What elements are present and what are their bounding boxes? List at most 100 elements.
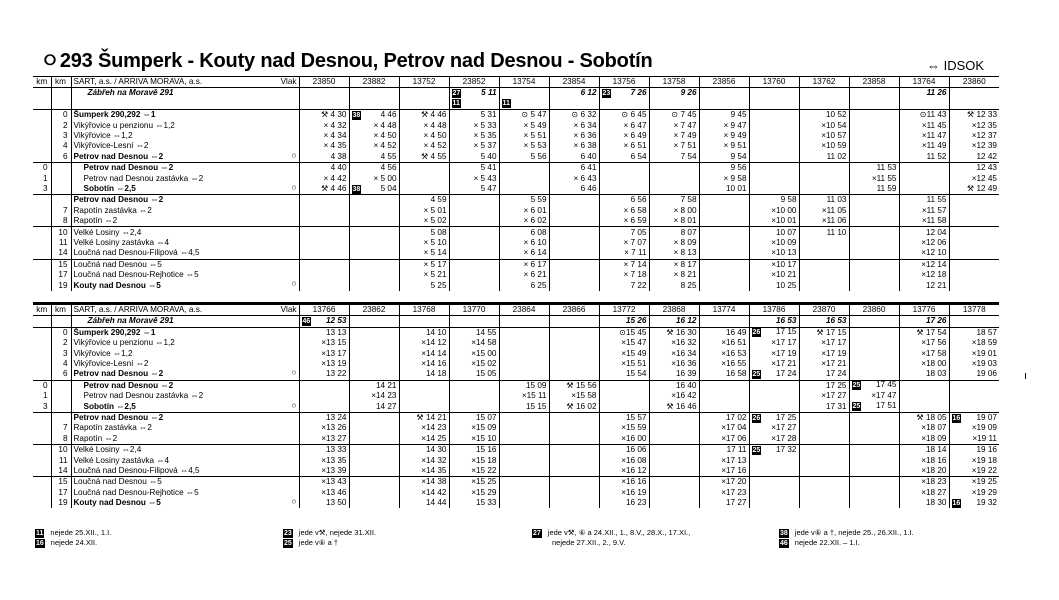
station-name: Rapotín ⇔2 <box>70 433 299 445</box>
departure-time: 10 52 <box>798 109 849 121</box>
train-number: 13774 <box>698 303 749 317</box>
km-value: 10 <box>50 444 71 456</box>
departure-time <box>748 401 799 413</box>
departure-time: ×17 19 <box>748 348 799 359</box>
departure-time: ×18 09 <box>898 433 949 445</box>
km-value: 0 <box>33 162 51 174</box>
departure-time <box>748 455 799 466</box>
departure-time <box>448 237 499 249</box>
departure-time <box>848 369 899 381</box>
departure-time <box>848 109 899 121</box>
departure-time <box>848 433 899 445</box>
departure-time <box>798 465 849 477</box>
departure-time <box>498 369 549 381</box>
departure-time: ×15 47 <box>598 338 649 349</box>
departure-time: ×19 09 <box>948 423 999 434</box>
train-route-icon: ⭘ <box>44 52 56 69</box>
station-name: Vikýřovice ⇔1,2 <box>70 348 299 359</box>
departure-time <box>498 465 549 477</box>
departure-time <box>498 348 549 359</box>
departure-time: 38 5 04 <box>348 183 399 195</box>
departure-time <box>548 487 599 499</box>
departure-time <box>898 401 949 413</box>
departure-time: ×12 06 <box>898 237 949 249</box>
departure-time <box>398 379 449 392</box>
via-time: 23 7 26 <box>598 87 649 99</box>
departure-time: ×11 55 <box>848 173 899 184</box>
departure-time: 9 56 <box>698 162 749 174</box>
station-label: Rapotín zastávka ⇔2 <box>73 205 152 215</box>
departure-time: ×19 18 <box>948 455 999 466</box>
station-row: 3 Vikýřovice ⇔1,2 × 4 34 × 4 50 × 4 50 × 5 35… <box>33 130 999 142</box>
departure-time <box>798 237 849 249</box>
departure-time: 17 24 <box>798 369 849 381</box>
note-badge-cell <box>698 98 749 110</box>
departure-time <box>448 194 499 206</box>
note-badge-cell <box>398 98 449 110</box>
departure-time: ×19 03 <box>948 358 999 370</box>
note-badge-cell: 11 <box>448 98 499 110</box>
departure-time <box>348 280 399 291</box>
train-label: Vlak <box>263 303 299 317</box>
departure-time <box>848 326 899 339</box>
note-badge: 26 <box>751 328 762 338</box>
via-time <box>748 87 799 99</box>
note-badge: 38 <box>351 110 362 120</box>
departure-time: 10 07 <box>748 226 799 238</box>
departure-time <box>698 270 749 281</box>
via-time <box>498 315 549 328</box>
departure-time <box>348 487 399 499</box>
footnote-text: nejede 27.XII., 2., 9.V. <box>552 538 626 547</box>
station-row: 8 Rapotín ⇔2 ×13 27 ×14 25 ×15 10 ×16 00 ×17 0… <box>33 433 999 445</box>
departure-time: ×12 39 <box>948 141 999 152</box>
departure-time: ×18 23 <box>898 476 949 488</box>
departure-time <box>948 258 999 271</box>
departure-time: ×19 25 <box>948 476 999 488</box>
departure-time <box>748 120 799 131</box>
departure-time <box>698 216 749 227</box>
note-badge: 27 <box>532 529 542 538</box>
note-badge: 25 <box>283 539 293 548</box>
departure-time: 15 16 <box>448 444 499 456</box>
departure-time: ×12 18 <box>898 270 949 281</box>
departure-time: × 7 51 <box>648 141 699 152</box>
departure-time <box>498 411 549 424</box>
station-row: 1 Petrov nad Desnou zastávka ⇔2 ×14 23 ×15 … <box>33 391 999 402</box>
departure-time <box>798 487 849 499</box>
departure-time: × 5 53 <box>498 141 549 152</box>
footnote: 23 jede v⚒, nejede 31.XII. <box>283 528 376 538</box>
station-name: Vikýřovice ⇔1,2 <box>70 130 299 142</box>
departure-time: × 6 59 <box>598 216 649 227</box>
departure-time <box>848 270 899 281</box>
station-label: Petrov nad Desnou ⇔2 <box>83 163 174 173</box>
departure-time <box>648 411 699 424</box>
departure-time: × 5 21 <box>398 270 449 281</box>
departure-time: ×16 16 <box>598 476 649 488</box>
station-label: Petrov nad Desnou ⇔2 <box>73 195 164 205</box>
departure-time: × 4 48 <box>398 120 449 131</box>
via-time <box>398 87 449 99</box>
departure-time: ×15 09 <box>448 423 499 434</box>
km-value <box>50 391 71 402</box>
departure-time: ×18 00 <box>898 358 949 370</box>
station-name: Petrov nad Desnou zastávka ⇔2 <box>70 391 299 402</box>
via-time: 17 26 <box>898 315 949 328</box>
departure-time <box>898 391 949 402</box>
footnote-text: jede v⚒, nejede 31.XII. <box>298 528 376 537</box>
km-value <box>33 444 51 456</box>
departure-time: ×16 36 <box>648 358 699 370</box>
km-value <box>33 226 51 238</box>
station-row: 7 Rapotín zastávka ⇔2 × 5 01 × 6 01 × 6 58 × … <box>33 205 999 217</box>
km-value <box>33 349 51 359</box>
km-value: 6 <box>50 369 71 381</box>
departure-time <box>848 151 899 163</box>
km-value <box>33 238 51 248</box>
departure-time: ×14 32 <box>398 455 449 466</box>
departure-time <box>298 379 349 392</box>
departure-time: × 6 02 <box>498 216 549 227</box>
km-value <box>33 326 51 339</box>
staffed-station-icon: ○ <box>291 401 297 410</box>
departure-time <box>848 465 899 477</box>
departure-time: ⚒ 17 54 <box>898 326 949 339</box>
station-label: Šumperk 290,292 ⇔1 <box>73 327 156 337</box>
